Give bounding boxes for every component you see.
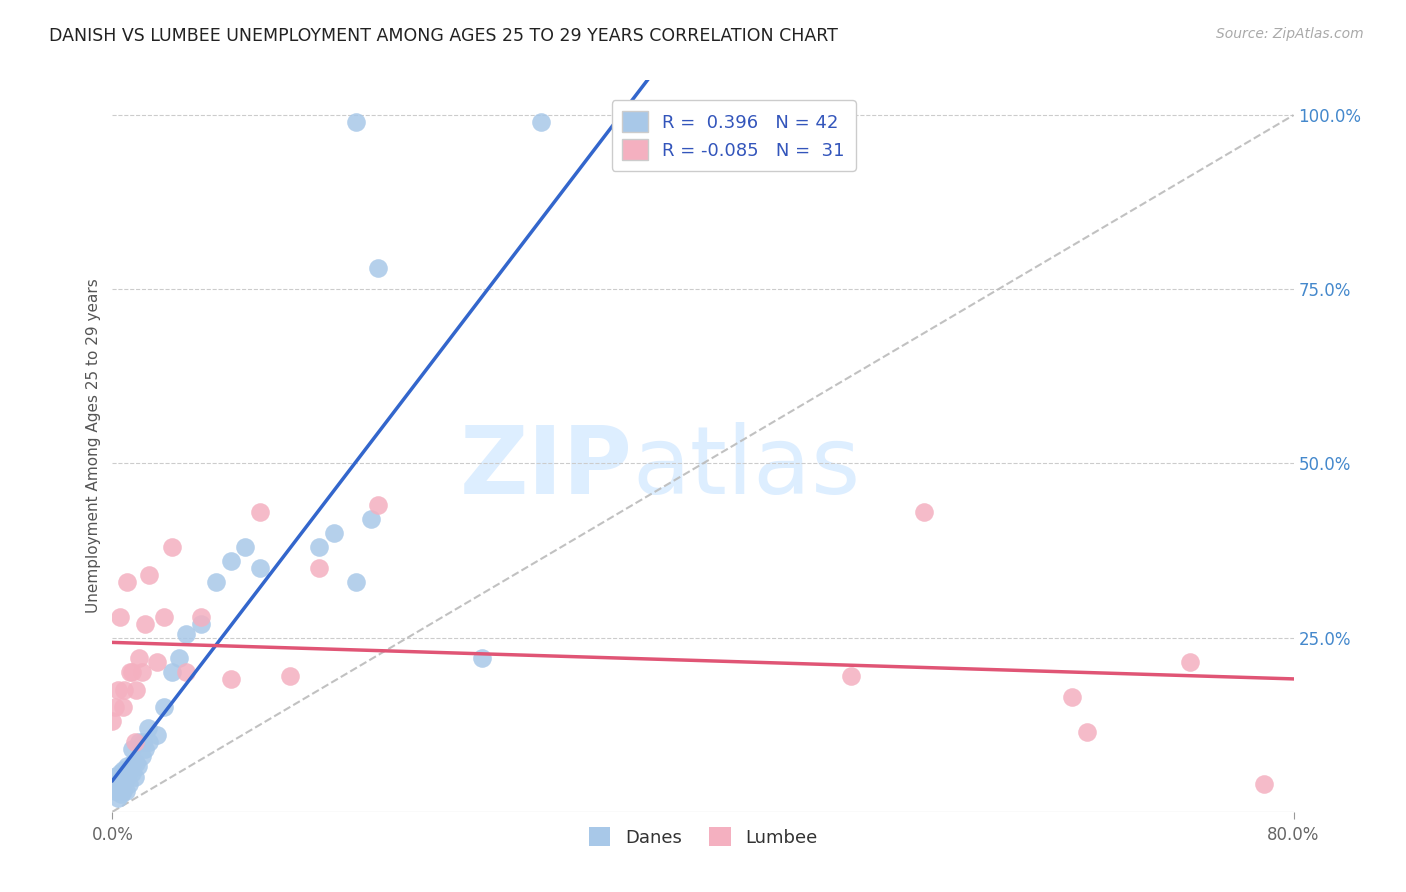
Point — [112, 773, 135, 788]
Point — [120, 665, 142, 680]
Point — [134, 742, 156, 756]
Point — [108, 766, 131, 780]
Point — [1178, 655, 1201, 669]
Point — [104, 700, 127, 714]
Point — [278, 669, 301, 683]
Point — [108, 609, 131, 624]
Point — [167, 651, 190, 665]
Point — [117, 574, 138, 589]
Point — [308, 561, 330, 575]
Point — [107, 682, 129, 697]
Point — [344, 115, 367, 129]
Text: DANISH VS LUMBEE UNEMPLOYMENT AMONG AGES 25 TO 29 YEARS CORRELATION CHART: DANISH VS LUMBEE UNEMPLOYMENT AMONG AGES… — [49, 27, 838, 45]
Text: Source: ZipAtlas.com: Source: ZipAtlas.com — [1216, 27, 1364, 41]
Point — [174, 627, 197, 641]
Point — [153, 609, 176, 624]
Point — [121, 665, 143, 680]
Point — [134, 616, 156, 631]
Point — [367, 498, 389, 512]
Point — [111, 700, 134, 714]
Point — [125, 682, 148, 697]
Point — [249, 561, 271, 575]
Point — [470, 651, 494, 665]
Point — [117, 759, 138, 773]
Point — [367, 261, 389, 276]
Point — [914, 505, 936, 519]
Point — [1253, 777, 1275, 791]
Point — [190, 609, 212, 624]
Point — [124, 770, 146, 784]
Point — [323, 526, 346, 541]
Y-axis label: Unemployment Among Ages 25 to 29 years: Unemployment Among Ages 25 to 29 years — [86, 278, 101, 614]
Point — [160, 665, 183, 680]
Point — [107, 790, 129, 805]
Point — [153, 700, 176, 714]
Point — [839, 669, 862, 683]
Point — [138, 567, 160, 582]
Point — [125, 756, 148, 770]
Point — [104, 784, 127, 798]
Point — [136, 721, 159, 735]
Point — [121, 766, 143, 780]
Point — [233, 540, 256, 554]
Point — [132, 735, 155, 749]
Point — [118, 777, 141, 791]
Point — [101, 714, 124, 728]
Point — [112, 682, 135, 697]
Point — [146, 728, 169, 742]
Point — [205, 574, 228, 589]
Point — [128, 735, 150, 749]
Point — [308, 540, 330, 554]
Point — [131, 665, 153, 680]
Point — [124, 735, 146, 749]
Point — [1062, 690, 1084, 704]
Point — [344, 574, 367, 589]
Point — [138, 735, 160, 749]
Text: atlas: atlas — [633, 422, 860, 514]
Point — [101, 770, 124, 784]
Text: ZIP: ZIP — [460, 422, 633, 514]
Point — [110, 787, 132, 801]
Point — [117, 770, 138, 784]
Point — [128, 651, 150, 665]
Point — [120, 763, 142, 777]
Point — [127, 759, 149, 773]
Point — [160, 540, 183, 554]
Point — [219, 673, 242, 687]
Point — [131, 749, 153, 764]
Point — [114, 784, 136, 798]
Point — [249, 505, 271, 519]
Point — [111, 763, 134, 777]
Point — [108, 780, 131, 795]
Point — [529, 115, 551, 129]
Legend: R =  0.396   N = 42, R = -0.085   N =  31: R = 0.396 N = 42, R = -0.085 N = 31 — [612, 100, 855, 171]
Point — [122, 756, 145, 770]
Point — [121, 742, 143, 756]
Point — [111, 784, 134, 798]
Point — [1076, 724, 1098, 739]
Point — [219, 554, 242, 568]
Point — [105, 777, 128, 791]
Point — [174, 665, 197, 680]
Point — [360, 512, 382, 526]
Point — [190, 616, 212, 631]
Point — [146, 655, 169, 669]
